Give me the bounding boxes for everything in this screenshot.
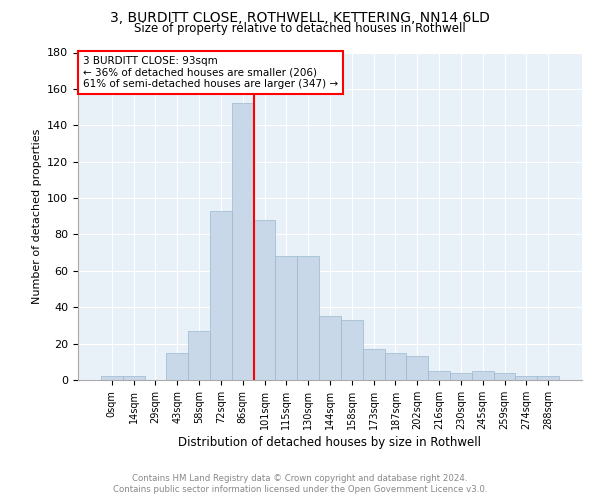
- Y-axis label: Number of detached properties: Number of detached properties: [32, 128, 41, 304]
- Bar: [472, 371, 494, 380]
- Bar: [166, 352, 188, 380]
- Bar: [406, 356, 428, 380]
- Bar: [254, 220, 275, 380]
- Bar: [494, 372, 515, 380]
- Text: Contains HM Land Registry data © Crown copyright and database right 2024.
Contai: Contains HM Land Registry data © Crown c…: [113, 474, 487, 494]
- Bar: [385, 352, 406, 380]
- Bar: [450, 372, 472, 380]
- Bar: [319, 316, 341, 380]
- Bar: [428, 371, 450, 380]
- Text: Size of property relative to detached houses in Rothwell: Size of property relative to detached ho…: [134, 22, 466, 35]
- Bar: [210, 211, 232, 380]
- Bar: [188, 331, 210, 380]
- Bar: [363, 349, 385, 380]
- Text: 3 BURDITT CLOSE: 93sqm
← 36% of detached houses are smaller (206)
61% of semi-de: 3 BURDITT CLOSE: 93sqm ← 36% of detached…: [83, 56, 338, 89]
- Bar: [101, 376, 123, 380]
- Bar: [297, 256, 319, 380]
- Bar: [123, 376, 145, 380]
- Bar: [275, 256, 297, 380]
- Bar: [341, 320, 363, 380]
- Bar: [232, 104, 254, 380]
- Text: 3, BURDITT CLOSE, ROTHWELL, KETTERING, NN14 6LD: 3, BURDITT CLOSE, ROTHWELL, KETTERING, N…: [110, 11, 490, 25]
- Bar: [537, 376, 559, 380]
- X-axis label: Distribution of detached houses by size in Rothwell: Distribution of detached houses by size …: [179, 436, 482, 449]
- Bar: [515, 376, 537, 380]
